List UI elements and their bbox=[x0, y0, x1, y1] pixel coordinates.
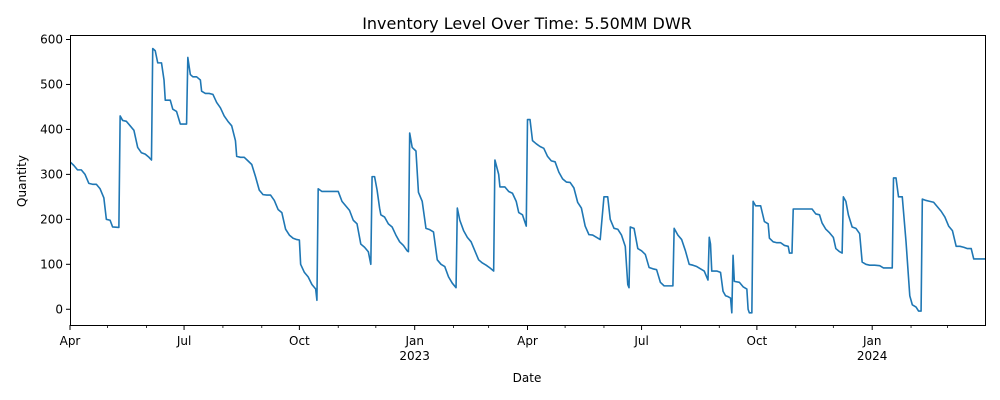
y-axis: 0 100 200 300 400 500 600 bbox=[40, 32, 70, 316]
y-tick-label: 200 bbox=[40, 212, 63, 226]
plot-frame bbox=[70, 35, 986, 326]
x-tick-label: Oct bbox=[747, 334, 768, 348]
y-tick-label: 600 bbox=[40, 32, 63, 46]
x-tick-label: Oct bbox=[289, 334, 310, 348]
x-tick-label: Apr bbox=[517, 334, 538, 348]
x-tick-label: Jan bbox=[862, 334, 882, 348]
y-tick-label: 500 bbox=[40, 77, 63, 91]
series-line bbox=[70, 47, 985, 314]
y-tick-label: 0 bbox=[55, 302, 63, 316]
x-tick-label: Jul bbox=[176, 334, 191, 348]
x-tick-year-label: 2023 bbox=[399, 349, 430, 363]
y-axis-label: Quantity bbox=[15, 155, 29, 207]
y-tick-label: 400 bbox=[40, 122, 63, 136]
x-tick-year-label: 2024 bbox=[857, 349, 888, 363]
y-tick-label: 100 bbox=[40, 257, 63, 271]
chart-title: Inventory Level Over Time: 5.50MM DWR bbox=[362, 14, 692, 33]
x-tick-label: Apr bbox=[60, 334, 81, 348]
y-tick-label: 300 bbox=[40, 167, 63, 181]
x-axis-label: Date bbox=[513, 371, 542, 385]
x-tick-label: Jul bbox=[633, 334, 648, 348]
x-tick-label: Jan bbox=[404, 334, 424, 348]
plot-area bbox=[70, 47, 985, 314]
